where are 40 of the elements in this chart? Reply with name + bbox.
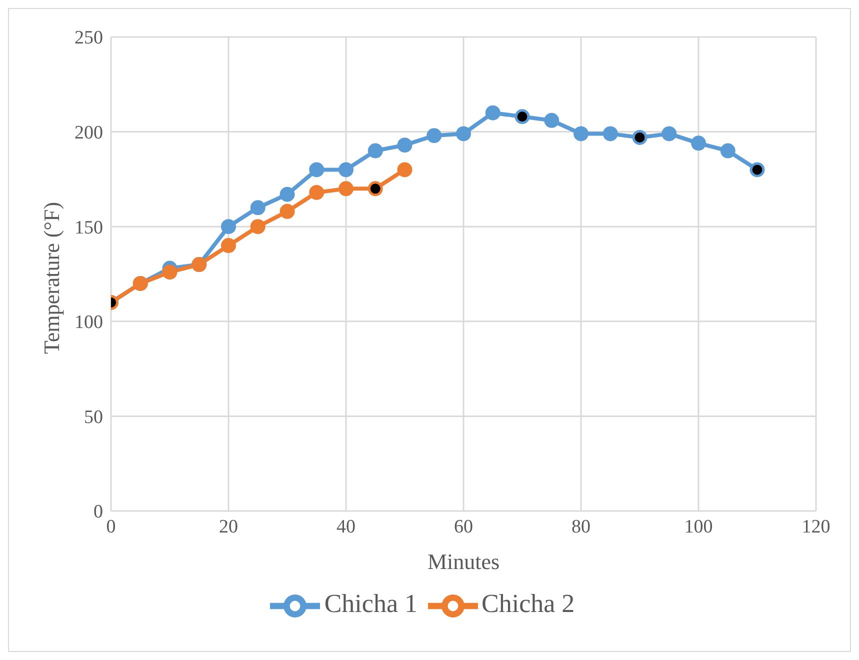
point (691, 136, 706, 151)
x-tick-label: 0 (106, 516, 116, 538)
point (309, 184, 324, 200)
legend-label: Chicha 1 (324, 588, 418, 618)
point (397, 138, 412, 153)
point (574, 126, 588, 142)
point (250, 200, 266, 216)
point (280, 186, 295, 202)
x-axis-title: Minutes (427, 549, 500, 574)
y-tick-label: 50 (84, 406, 103, 428)
x-tick-label: 120 (802, 516, 830, 538)
point (250, 219, 266, 234)
point (602, 126, 618, 142)
y-tick-label: 150 (74, 217, 103, 238)
x-tick-label: 100 (684, 516, 713, 538)
point (338, 162, 354, 178)
point (338, 181, 354, 196)
point (280, 204, 295, 219)
y-tick-label: 200 (74, 122, 103, 144)
x-tick-label: 60 (454, 516, 473, 538)
point (397, 162, 412, 178)
point (485, 105, 500, 120)
y-tick-label: 250 (74, 28, 103, 49)
point (544, 112, 560, 128)
point (162, 264, 178, 280)
x-tick-label: 80 (572, 516, 590, 538)
y-tick-label: 0 (94, 502, 103, 523)
point (221, 219, 236, 234)
y-tick-label: 100 (74, 312, 103, 334)
point (426, 128, 442, 144)
point (662, 126, 677, 142)
point (221, 238, 236, 254)
x-tick-label: 40 (336, 516, 356, 538)
x-tick-label: 20 (219, 516, 238, 538)
point (456, 126, 471, 142)
point (309, 162, 324, 178)
legend-label: Chicha 2 (482, 588, 575, 618)
y-axis-title: Temperature (°F) (38, 202, 64, 354)
point (720, 143, 736, 158)
point (368, 143, 383, 158)
